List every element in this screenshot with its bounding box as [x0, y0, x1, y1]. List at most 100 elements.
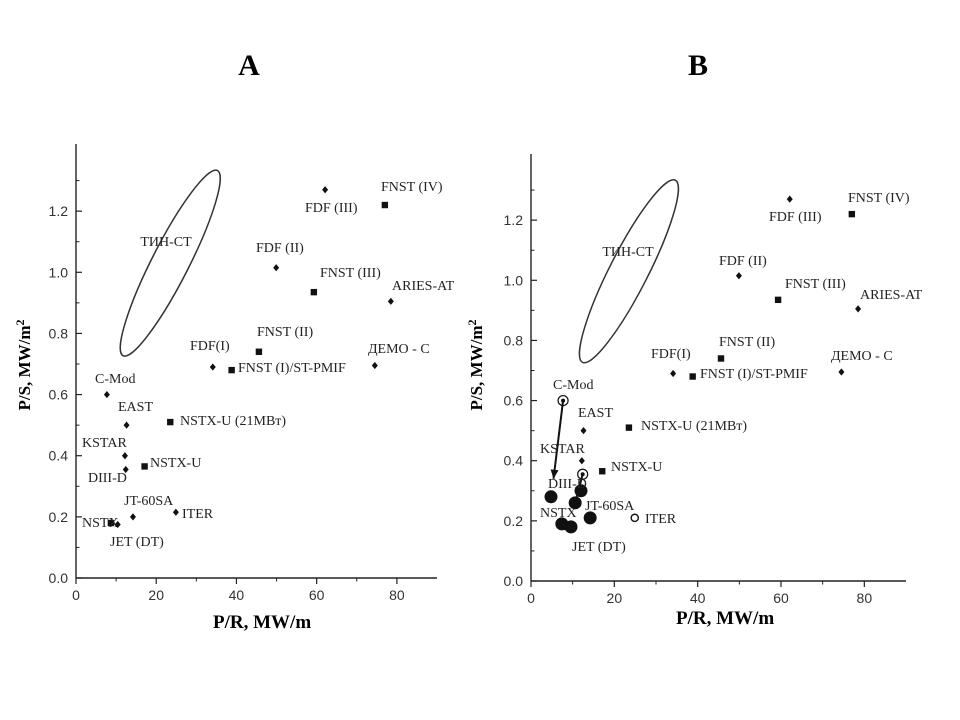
point-fnst-iv-label: FNST (IV) — [848, 191, 910, 206]
point-aries-at — [387, 297, 394, 305]
x-tick-label: 0 — [527, 590, 535, 606]
x-tick-label: 40 — [229, 587, 245, 603]
point-east — [580, 427, 587, 435]
x-tick-label: 60 — [773, 590, 789, 606]
x-axis-label: P/R, MW/m — [213, 612, 311, 633]
point-c-mod — [103, 390, 110, 399]
point-fdf-ii — [735, 272, 742, 280]
point-jet-dt-label: JET (DT) — [110, 535, 164, 550]
point-aries-at-label: ARIES-AT — [392, 279, 455, 294]
point-fnst-ii-label: FNST (II) — [719, 335, 775, 350]
tin-st-region-ellipse — [578, 179, 680, 364]
point-iter — [172, 508, 179, 516]
y-tick-label: 1.0 — [504, 272, 524, 288]
y-tick-label: 1.0 — [49, 264, 69, 280]
point-kstar-label: KSTAR — [82, 436, 127, 451]
y-axis-label: P/S, MW/m2 — [13, 320, 34, 411]
point-fdf-iii-label: FDF (III) — [305, 201, 358, 216]
point-jt-60sa — [129, 513, 136, 521]
y-tick-label: 0.8 — [49, 325, 69, 341]
x-tick-label: 20 — [148, 587, 164, 603]
y-axis-label-exponent: 2 — [465, 320, 479, 326]
point-diii-d — [122, 465, 129, 474]
point-c-mod-label: C-Mod — [95, 372, 135, 387]
point-aries-at-label: ARIES-AT — [860, 288, 923, 303]
arrow-shaft — [552, 400, 565, 479]
y-tick-label: 0.2 — [49, 509, 69, 525]
point-nstx-u-21mbт-label: NSTX-U (21MBт) — [180, 414, 286, 429]
y-axis-label-exponent: 2 — [13, 320, 27, 326]
point-fnst-iv — [848, 210, 856, 218]
highlight-point — [574, 484, 588, 498]
point-diii-d — [580, 472, 585, 477]
point-nstx-u — [599, 468, 606, 475]
tin-st-region-ellipse — [119, 169, 221, 357]
point-jt-60sa-label: JT-60SA — [585, 499, 635, 514]
point-jet-dt-label: JET (DT) — [572, 540, 626, 555]
point-diii-d-label: DIII-D — [548, 477, 587, 492]
y-axis-label-var: P/S — [467, 386, 486, 411]
point-iter-label: ITER — [182, 507, 214, 522]
x-tick-label: 60 — [309, 587, 325, 603]
x-axis-label: P/R, MW/m — [676, 608, 774, 629]
y-tick-label: 0.2 — [504, 513, 524, 529]
point-fdf-i-label: FDF(I) — [190, 339, 230, 354]
point-c-mod-ring — [557, 394, 569, 407]
y-tick-label: 0.4 — [504, 453, 524, 469]
point-fnst-iii — [774, 296, 782, 304]
point-aries-at — [855, 305, 862, 313]
point-fdf-ii — [273, 264, 280, 272]
point-nstx — [564, 523, 571, 531]
point-демо-с-label: ДЕМО - С — [831, 349, 893, 364]
point-nstx-u-21mbт — [625, 424, 633, 431]
point-fnst-iii-label: FNST (III) — [785, 277, 846, 292]
point-fnst-i-st-pmif-label: FNST (I)/ST-PMIF — [700, 367, 808, 382]
y-axis-label-unit: , MW/m — [467, 326, 486, 386]
point-fdf-ii-label: FDF (II) — [719, 254, 767, 269]
point-nstx — [107, 519, 115, 527]
point-fdf-ii-label: FDF (II) — [256, 241, 304, 256]
point-nstx-u-label: NSTX-U — [611, 460, 662, 475]
x-tick-label: 20 — [607, 590, 623, 606]
point-fnst-iii — [310, 288, 318, 296]
y-axis-label: P/S, MW/m2 — [465, 320, 486, 411]
x-tick-label: 0 — [72, 587, 80, 603]
x-tick-label: 40 — [690, 590, 706, 606]
y-tick-label: 0.6 — [49, 387, 69, 403]
x-axis-label-unit: , MW/m — [707, 608, 775, 629]
point-fdf-i — [209, 363, 216, 371]
point-jet-dt — [114, 520, 121, 529]
panel-label: B — [688, 49, 708, 82]
point-nstx-label: NSTX — [540, 506, 577, 521]
y-tick-label: 0.6 — [504, 393, 524, 409]
point-c-mod-label: C-Mod — [553, 378, 593, 393]
y-axis-label-var: P/S — [15, 386, 34, 411]
point-демо-с-label: ДЕМО - С — [368, 342, 430, 357]
point-nstx-u-21mbт-label: NSTX-U (21MBт) — [641, 419, 747, 434]
y-axis-label-unit: , MW/m — [15, 326, 34, 386]
point-diii-d-ring — [577, 468, 589, 480]
tin-st-region-label: ТИН-СТ — [602, 245, 654, 260]
point-iter-label: ITER — [645, 512, 677, 527]
point-jt-60sa-label: JT-60SA — [124, 494, 174, 509]
point-nstx-label: NSTX — [82, 516, 119, 531]
panel-label: A — [238, 49, 260, 82]
point-демо-с — [838, 368, 845, 376]
point-jt-60sa — [587, 517, 594, 525]
point-c-mod — [561, 398, 566, 403]
y-tick-label: 1.2 — [49, 203, 69, 219]
point-fnst-i-st-pmif — [689, 373, 696, 380]
highlight-point — [568, 496, 582, 510]
point-diii-d-label: DIII-D — [88, 471, 127, 486]
arrow-head — [550, 469, 559, 479]
x-axis-label-var: P/R — [676, 608, 707, 629]
x-axis-label-var: P/R — [213, 612, 244, 633]
point-nstx-u — [141, 463, 148, 470]
y-tick-label: 0.0 — [504, 573, 524, 589]
point-east-label: EAST — [578, 406, 613, 421]
point-fdf-i — [670, 369, 677, 378]
x-tick-label: 80 — [389, 587, 405, 603]
x-axis-label-unit: , MW/m — [244, 612, 312, 633]
